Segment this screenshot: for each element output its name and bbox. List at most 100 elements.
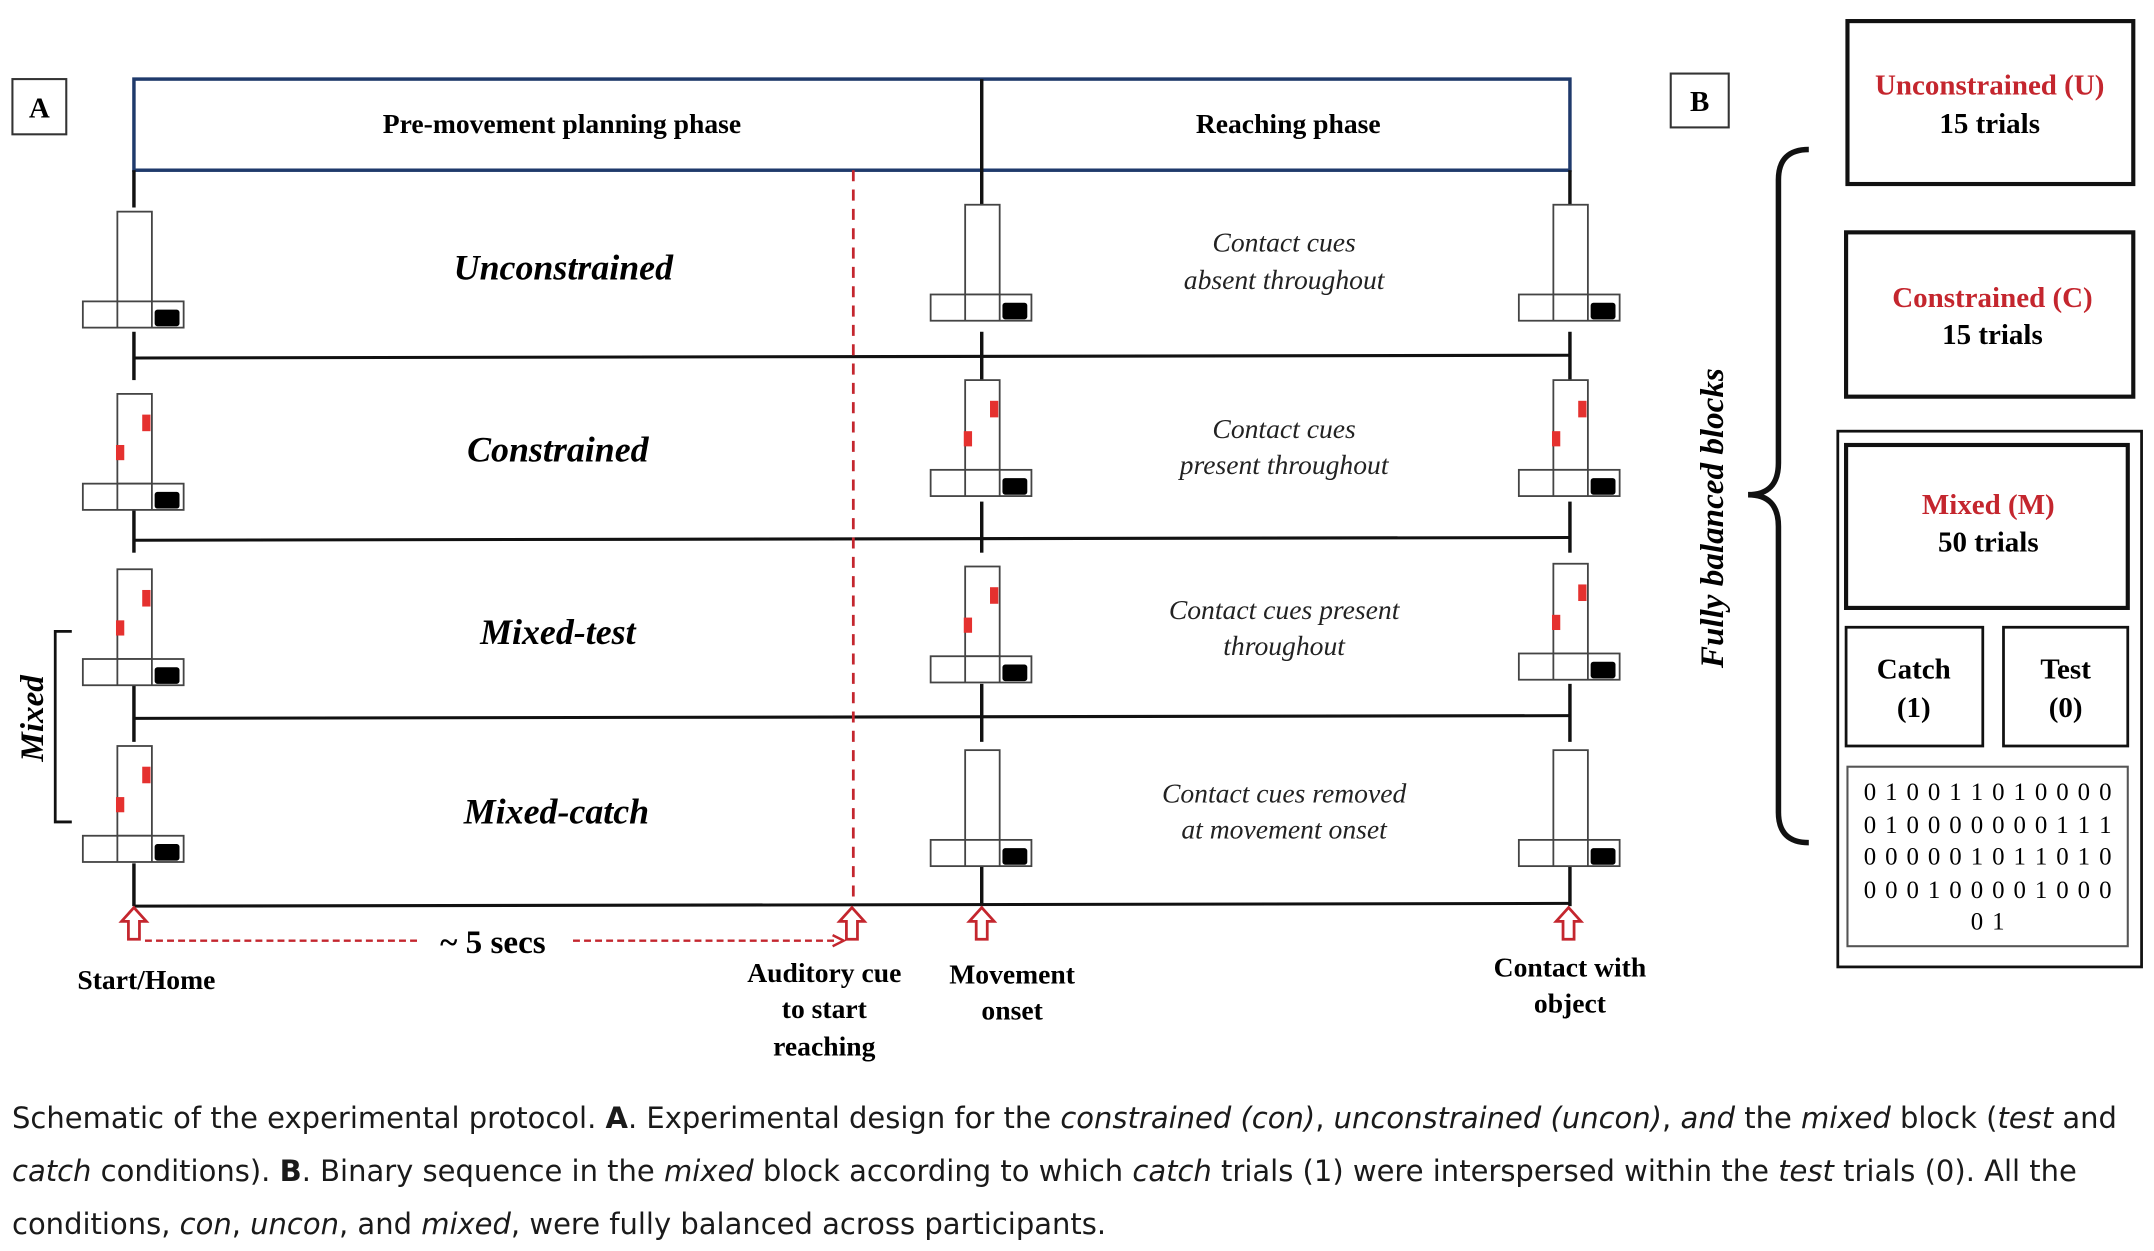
- caption-text: block (: [1890, 1101, 1998, 1135]
- row-separator: [133, 353, 1570, 360]
- sequence-row: 0 0 0 1 0 0 0 0 1 0 0 0: [1864, 877, 2113, 904]
- caption-panel-ref: A: [605, 1101, 628, 1135]
- start-position-marker: [1590, 302, 1616, 320]
- event-arrow-icon: [118, 905, 150, 941]
- object-stem: [1552, 562, 1589, 655]
- event-arrow-icon: [1553, 905, 1585, 941]
- test-code: (0): [2049, 692, 2083, 724]
- row-note: Contact cues: [1212, 413, 1355, 444]
- catch-code: (1): [1897, 692, 1931, 724]
- row-title-mixed-test: Mixed-test: [479, 612, 637, 652]
- target-object: [81, 210, 185, 329]
- caption-term: and: [1680, 1101, 1735, 1135]
- contact-cue-right: [142, 766, 151, 784]
- caption-term: constrained (con): [1060, 1101, 1316, 1135]
- caption-text: the: [1735, 1101, 1802, 1135]
- sequence-row: 0 0 0 0 0 1 0 1 1 0 1 0: [1864, 844, 2113, 871]
- object-stem: [116, 210, 153, 303]
- mixed-box: [1844, 442, 2130, 610]
- mixed-title: Mixed (M): [1922, 489, 2055, 521]
- test-box: [2002, 625, 2130, 748]
- start-position-marker: [1590, 661, 1616, 679]
- target-object: [81, 745, 185, 863]
- target-object: [929, 203, 1033, 322]
- row-note: throughout: [1223, 630, 1346, 661]
- contact-cue-left: [115, 620, 125, 636]
- mixed-outer-box: [1836, 429, 2143, 969]
- object-stem: [964, 203, 1001, 296]
- panel-b-label-box: [1669, 72, 1730, 129]
- sequence-box: [1846, 765, 2129, 948]
- object-stem: [1552, 749, 1589, 841]
- target-object: [929, 565, 1033, 684]
- objects: [81, 203, 1621, 868]
- target-object: [1517, 203, 1621, 322]
- duration-label: ~ 5 secs: [440, 924, 546, 961]
- event-auditory-label: reaching: [773, 1030, 875, 1061]
- row-title-constrained: Constrained: [467, 430, 650, 470]
- caption-text: ,: [1315, 1101, 1334, 1135]
- row-note: absent throughout: [1184, 264, 1386, 295]
- target-object: [1517, 562, 1621, 681]
- start-position-marker: [1002, 302, 1028, 320]
- test-title: Test: [2040, 653, 2091, 685]
- caption-term: catch: [12, 1154, 92, 1188]
- row-title-mixed-catch: Mixed-catch: [463, 791, 649, 831]
- constrained-count: 15 trials: [1942, 319, 2043, 351]
- caption-text: Schematic of the experimental protocol.: [12, 1101, 606, 1135]
- event-arrow-icon: [966, 905, 998, 941]
- caption-term: uncon: [250, 1207, 339, 1241]
- event-contact-label: Contact with: [1494, 952, 1647, 983]
- target-object: [81, 568, 185, 687]
- caption-text: . Binary sequence in the: [301, 1154, 664, 1188]
- timeline-grid: [118, 170, 1585, 941]
- caption-term: test: [1778, 1154, 1834, 1188]
- protocol-diagram: A Pre-movement planning phase Reaching p…: [11, 19, 2143, 1061]
- caption-text: trials (0). All the conditions,: [12, 1154, 2077, 1241]
- object-stem: [964, 749, 1001, 841]
- object-stem: [116, 745, 153, 837]
- start-position-marker: [1002, 478, 1028, 495]
- row-note: present throughout: [1178, 449, 1390, 480]
- caption-term: unconstrained (uncon): [1333, 1101, 1662, 1135]
- start-position-marker: [154, 309, 180, 327]
- constrained-box: [1844, 230, 2136, 399]
- catch-title: Catch: [1877, 653, 1951, 685]
- object-stem: [964, 379, 1001, 471]
- row-note: at movement onset: [1181, 814, 1388, 845]
- contact-cue-right: [1578, 584, 1587, 602]
- sequence-row: 0 1 0 0 1 1 0 1 0 0 0 0: [1864, 779, 2113, 806]
- row-note: Contact cues present: [1169, 594, 1401, 625]
- caption-text: ,: [231, 1207, 251, 1241]
- start-position-marker: [154, 844, 180, 861]
- start-position-marker: [1590, 478, 1616, 495]
- caption-term: mixed: [663, 1154, 754, 1188]
- contact-cue-left: [1551, 614, 1561, 631]
- mixed-label: Mixed: [14, 675, 51, 763]
- event-arrow-icon: [836, 905, 868, 941]
- unconstrained-count: 15 trials: [1939, 108, 2040, 140]
- target-object: [81, 393, 185, 511]
- row-title-unconstrained: Unconstrained: [454, 247, 674, 287]
- object-stem: [1552, 203, 1589, 296]
- caption-term: con: [179, 1207, 232, 1241]
- start-position-marker: [1002, 664, 1028, 682]
- start-position-marker: [154, 667, 180, 684]
- target-object: [1517, 379, 1621, 497]
- target-object: [929, 749, 1033, 868]
- caption-text: and: [2053, 1101, 2117, 1135]
- fully-balanced-label: Fully balanced blocks: [1694, 368, 1731, 669]
- object-stem: [116, 568, 153, 660]
- start-position-marker: [1590, 848, 1616, 865]
- caption-term: mixed: [1801, 1101, 1891, 1135]
- row-note: Contact cues removed: [1162, 778, 1407, 809]
- object-stem: [116, 393, 153, 485]
- contact-cue-right: [142, 414, 151, 432]
- mixed-bracket: [53, 630, 72, 824]
- contact-cue-left: [963, 431, 973, 447]
- start-position-marker: [1002, 848, 1028, 865]
- contact-cue-left: [115, 797, 125, 813]
- caption-text: block according to which: [753, 1154, 1133, 1188]
- sequence-row: 0 1 0 0 0 0 0 0 0 1 1 1: [1864, 812, 2113, 839]
- reaching-phase-label: Reaching phase: [1196, 108, 1381, 139]
